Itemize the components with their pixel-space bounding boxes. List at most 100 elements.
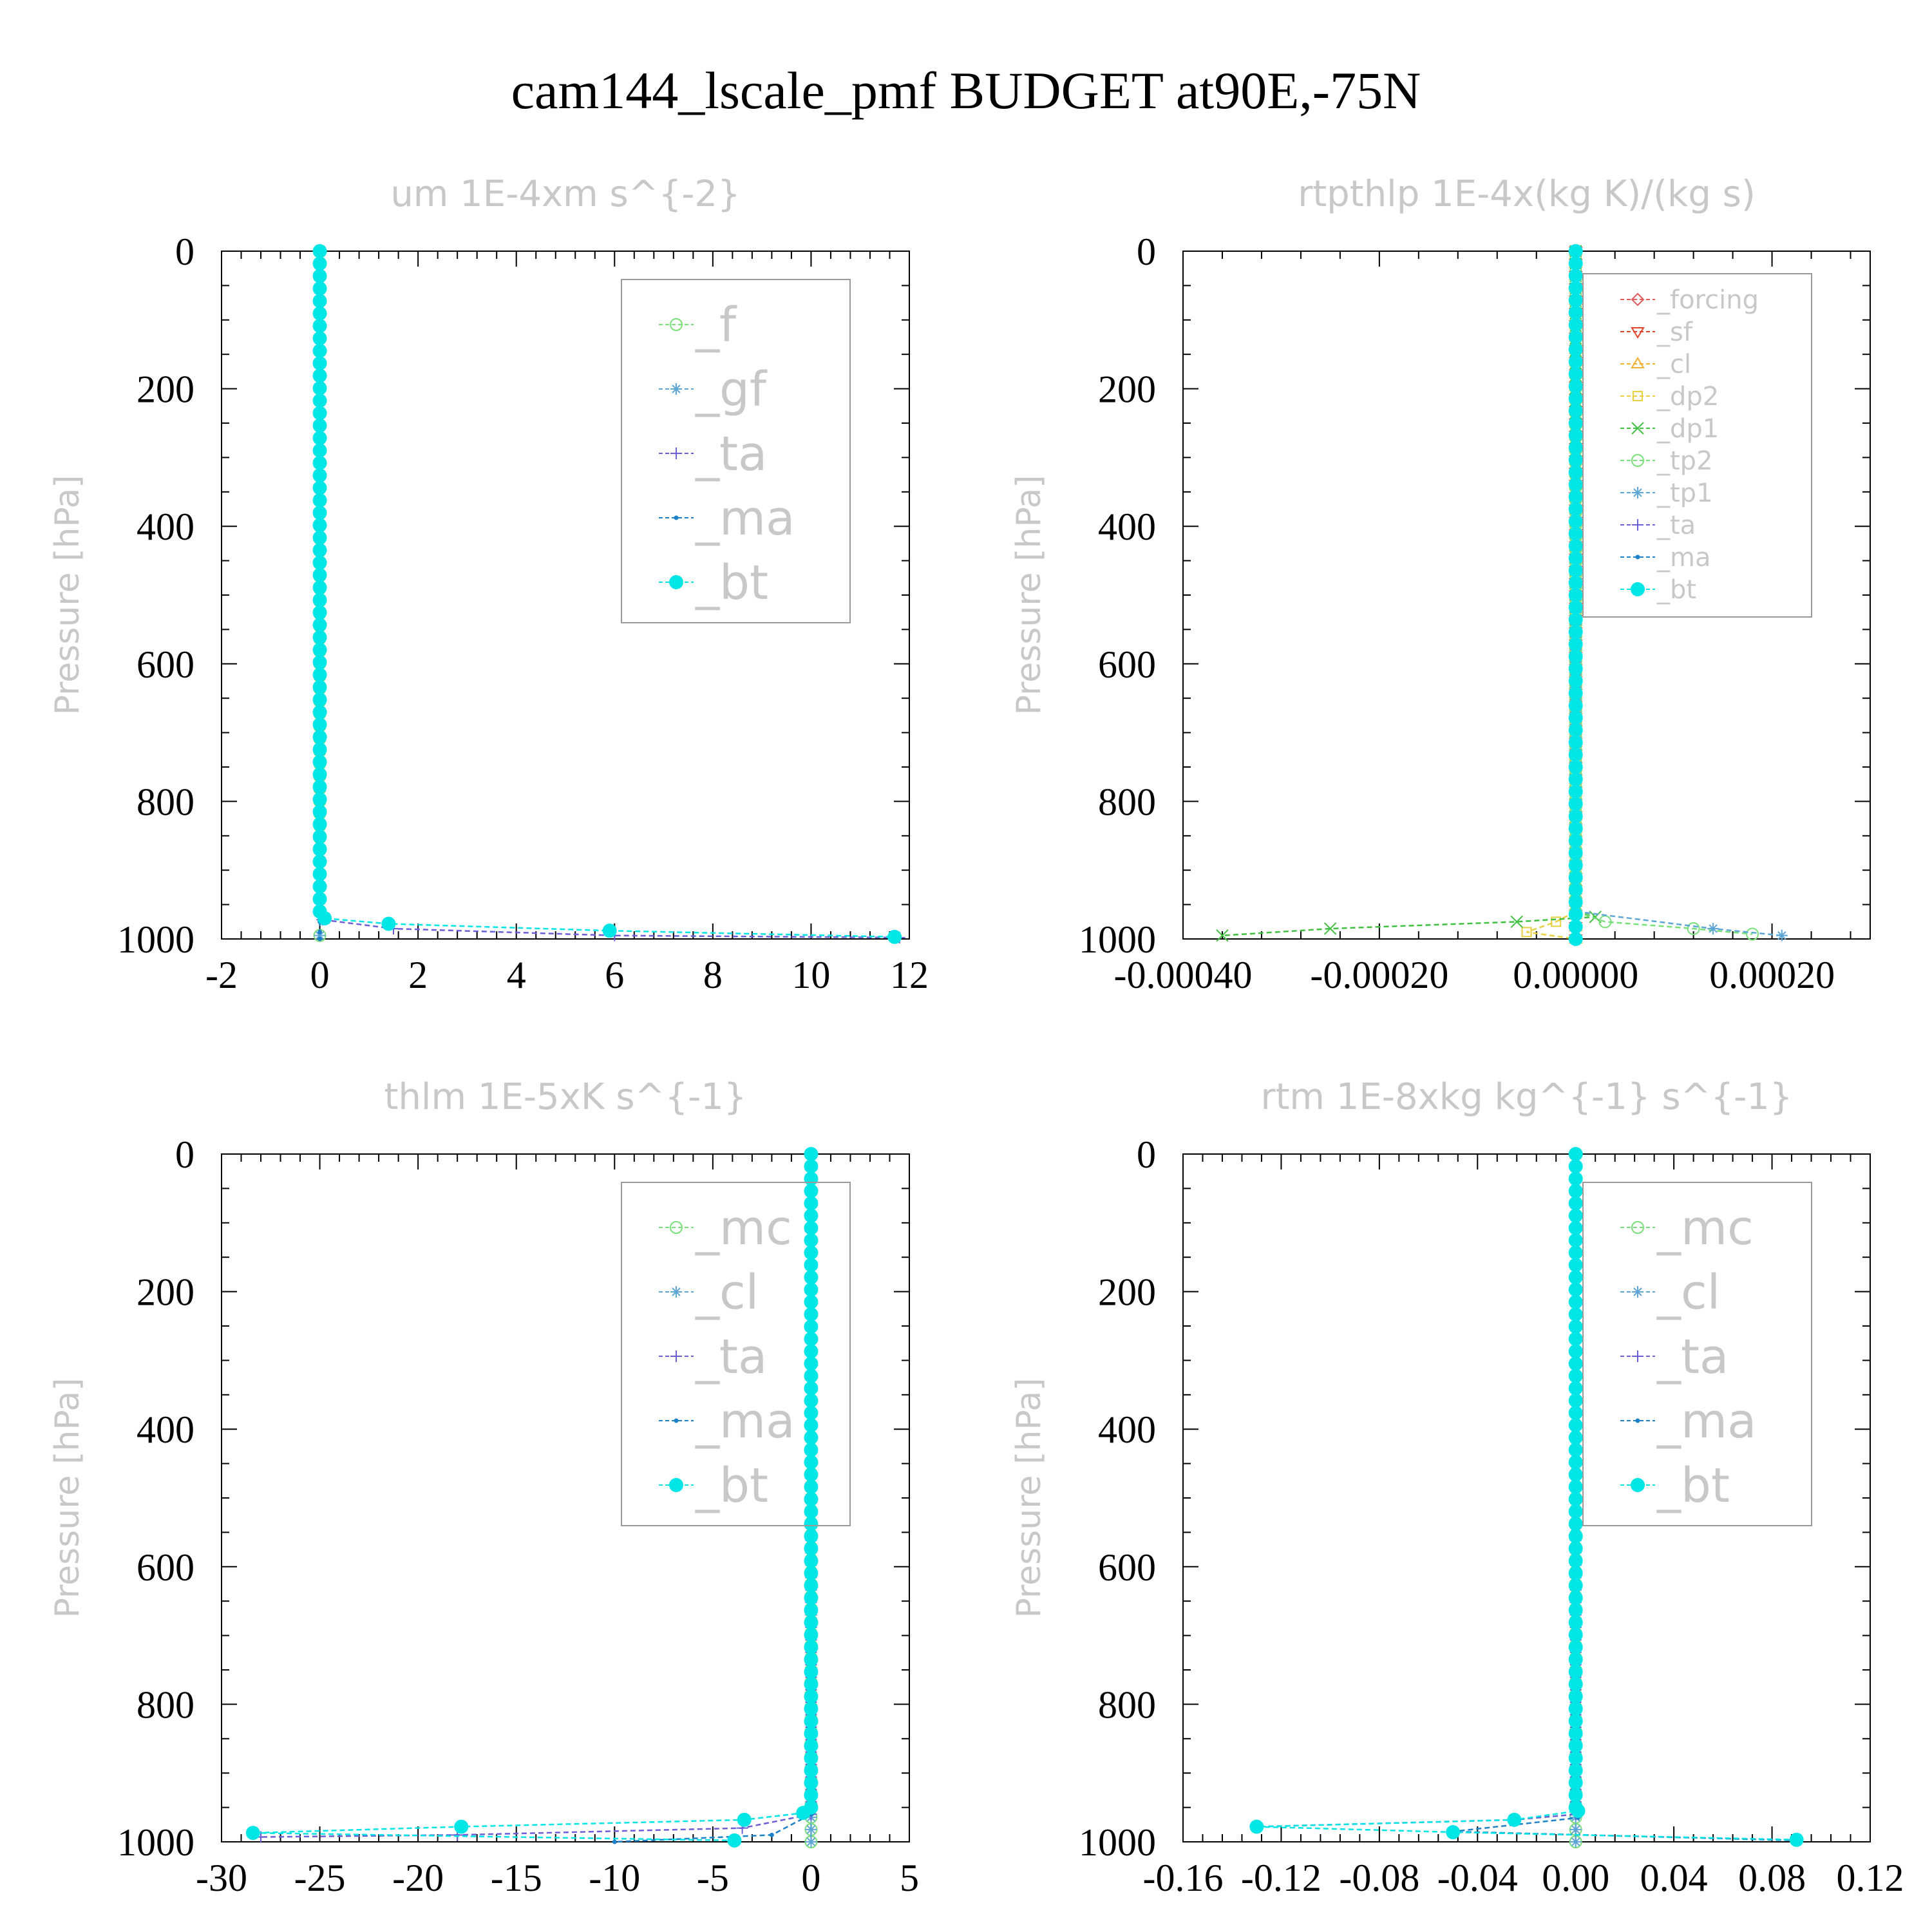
data-point	[804, 1529, 819, 1544]
y-tick-label: 600	[137, 1546, 194, 1589]
legend-box	[621, 279, 851, 623]
legend-item: _gf	[659, 362, 768, 417]
data-point	[1568, 809, 1583, 824]
data-point	[312, 281, 327, 296]
y-tick-label: 400	[1098, 1408, 1156, 1451]
data-point	[1568, 895, 1583, 909]
data-point	[1568, 256, 1583, 271]
panel-title: um 1E-4xm s^{-2}	[390, 173, 740, 215]
series-ta	[1251, 1148, 1582, 1833]
legend-box	[621, 1182, 851, 1526]
data-point	[804, 1714, 819, 1728]
data-point	[1568, 1591, 1583, 1605]
data-point	[312, 406, 327, 421]
data-point	[1568, 538, 1583, 553]
legend-marker	[1632, 1350, 1643, 1362]
data-point	[805, 1836, 817, 1848]
data-point	[312, 455, 327, 470]
legend-label: _sf	[1656, 317, 1693, 347]
x-tick-label: -0.16	[1143, 1857, 1224, 1899]
data-point	[1571, 1803, 1586, 1818]
data-point	[312, 879, 327, 894]
data-point	[312, 643, 327, 658]
legend-marker	[1632, 519, 1643, 531]
data-point	[312, 755, 327, 770]
data-point	[1568, 526, 1583, 541]
data-point	[1568, 575, 1583, 590]
plot-area	[1182, 1153, 1871, 1842]
data-point	[312, 742, 327, 757]
data-point	[1568, 1763, 1583, 1778]
legend-item: _bt	[1620, 575, 1696, 605]
data-point	[1249, 1819, 1264, 1834]
y-tick-label: 800	[137, 781, 194, 823]
y-tick-label: 600	[1098, 1546, 1156, 1589]
x-tick-label: -25	[294, 1857, 346, 1899]
data-point	[1568, 477, 1583, 492]
y-tick-label: 200	[1098, 368, 1156, 411]
data-point	[1323, 922, 1337, 935]
y-tick-label: 400	[137, 1408, 194, 1451]
data-point	[804, 1738, 819, 1753]
data-point	[1568, 1270, 1583, 1285]
data-point	[317, 936, 323, 942]
data-point	[312, 493, 327, 507]
legend-marker	[670, 1350, 682, 1362]
data-point	[312, 381, 327, 395]
legend-marker	[674, 1418, 679, 1423]
legend-label: _bt	[695, 1458, 768, 1513]
series-line	[1453, 1154, 1797, 1842]
legend-item: _bt	[659, 555, 768, 611]
data-point	[804, 1479, 819, 1494]
data-point	[804, 1455, 819, 1470]
data-point	[1521, 927, 1532, 938]
data-point	[1568, 1640, 1583, 1654]
legend-marker	[1631, 454, 1644, 467]
data-point	[1568, 674, 1583, 688]
data-point	[804, 1578, 819, 1593]
series-line	[1222, 251, 1596, 936]
x-tick-label: -2	[205, 954, 238, 996]
x-tick-label: 12	[890, 954, 929, 996]
data-point	[1568, 1467, 1583, 1482]
legend-item: _bt	[659, 1458, 768, 1513]
legend-label: _ma	[695, 1394, 795, 1449]
x-tick-label: 0	[310, 954, 330, 996]
y-tick-label: 0	[1137, 231, 1156, 273]
data-point	[805, 1823, 817, 1835]
data-point	[1568, 1332, 1583, 1347]
legend-marker	[670, 318, 683, 331]
legend-item: _cl	[1620, 1265, 1720, 1320]
data-point	[1568, 1627, 1583, 1642]
data-point	[1598, 915, 1612, 929]
data-point	[1568, 1344, 1583, 1359]
data-point	[1568, 1258, 1583, 1273]
data-point	[1568, 1171, 1583, 1186]
data-point	[804, 1208, 819, 1223]
legend-marker	[670, 383, 682, 395]
legend-box	[1582, 273, 1812, 618]
legend-item: _dp2	[1620, 382, 1719, 412]
data-point	[1568, 366, 1583, 381]
data-point	[804, 1147, 819, 1161]
legend-label: _cl	[695, 1265, 759, 1320]
data-point	[1568, 244, 1583, 258]
data-point	[1568, 1294, 1583, 1309]
data-point	[1568, 1184, 1583, 1198]
x-tick-label: 0.04	[1640, 1857, 1708, 1899]
data-point	[804, 1726, 819, 1741]
legend-label: _mc	[1656, 1200, 1754, 1256]
data-point	[804, 1652, 819, 1667]
legend-label: _bt	[695, 555, 768, 611]
data-point	[1568, 1418, 1583, 1433]
data-point	[312, 555, 327, 570]
data-point	[312, 580, 327, 595]
x-tick-label: 0.08	[1738, 1857, 1806, 1899]
data-point	[804, 1332, 819, 1347]
series-dp1	[1216, 245, 1602, 942]
y-tick-label: 600	[137, 643, 194, 686]
data-point	[1568, 1307, 1583, 1321]
legend-label: _bt	[1656, 1458, 1730, 1513]
data-point	[1216, 929, 1229, 942]
legend-label: _dp2	[1656, 382, 1719, 412]
